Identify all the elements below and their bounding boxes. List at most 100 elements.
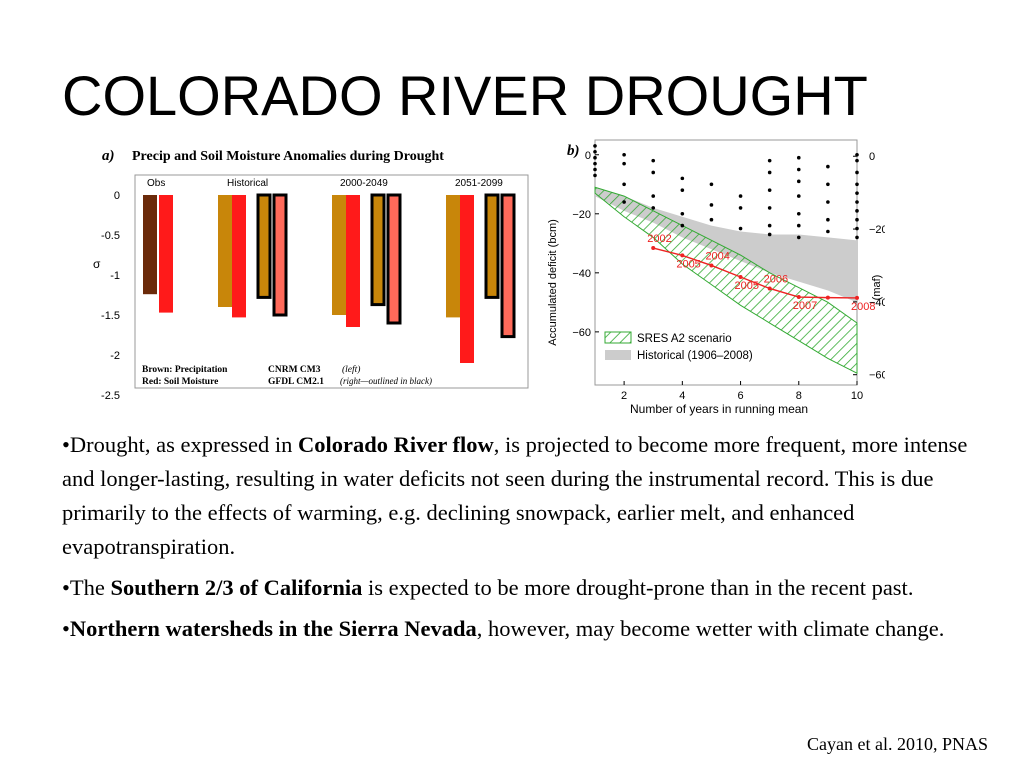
group-label: 2000-2049 [340, 178, 388, 189]
y-tick-label: −20 [572, 209, 591, 221]
scatter-point [855, 158, 859, 163]
historical-point [855, 295, 859, 300]
historical-point [796, 295, 801, 300]
bar [272, 193, 288, 317]
y2-tick-label: −40 [869, 297, 885, 309]
y-tick-label: 0 [114, 190, 120, 202]
legend-swatch [604, 331, 632, 344]
bar [500, 193, 516, 339]
scatter-point [593, 155, 597, 160]
scatter-point [622, 182, 626, 187]
bar [256, 193, 272, 299]
scatter-point [796, 223, 801, 228]
legend-note: (left) [342, 364, 360, 375]
scatter-point [622, 161, 626, 166]
bar [232, 195, 246, 318]
year-label: 2007 [793, 300, 817, 312]
legend-swatch [605, 350, 631, 360]
year-label: 2002 [647, 233, 671, 245]
scatter-point [767, 206, 772, 210]
year-label: 2005 [676, 258, 700, 270]
scatter-point [767, 188, 772, 192]
y-tick-label: -1 [110, 270, 120, 282]
x-tick-label: 6 [737, 390, 743, 402]
scatter-point [855, 235, 859, 240]
slide-title: COLORADO RIVER DROUGHT [62, 64, 868, 127]
panel-label: a) [102, 148, 115, 164]
legend-text: Historical (1906–2008) [637, 350, 753, 362]
scatter-point [826, 164, 830, 169]
scatter-point [651, 158, 656, 163]
group-label: Historical [227, 178, 268, 189]
historical-point [825, 295, 830, 300]
precip-soil-anomaly-chart: a) Precip and Soil Moisture Anomalies dur… [93, 148, 529, 402]
y2-tick-label: 0 [869, 151, 875, 163]
scatter-point [855, 217, 859, 222]
bullet-item: •The Southern 2/3 of California is expec… [62, 575, 914, 600]
group-label: Obs [147, 178, 165, 189]
x-tick-label: 8 [796, 390, 802, 402]
scatter-point [709, 217, 714, 222]
y-tick-label: −40 [572, 268, 591, 280]
scatter-point [709, 182, 714, 187]
bar [446, 195, 460, 318]
bullet-item: •Northern watersheds in the Sierra Nevad… [62, 616, 945, 641]
y-tick-label: -2 [110, 350, 120, 362]
legend-text: GFDL CM2.1 [268, 377, 324, 387]
scatter-point [593, 150, 597, 154]
bullet-list: •Drought, as expressed in Colorado River… [62, 428, 972, 653]
bar [460, 195, 474, 363]
historical-point [738, 274, 743, 279]
scatter-point [796, 194, 801, 198]
legend-note: (right—outlined in black) [340, 376, 432, 386]
legend-text: SRES A2 scenario [637, 333, 732, 345]
scatter-point [593, 167, 597, 172]
bullet-highlight: Southern 2/3 of California [110, 575, 363, 600]
scatter-point [767, 232, 772, 237]
scatter-point [767, 170, 772, 175]
group-label: 2051-2099 [455, 178, 503, 189]
scatter-point [680, 223, 685, 228]
scatter-point [651, 170, 656, 175]
accumulated-deficit-chart: 2002 2005 2004 2005 2006 2007 2008 2 4 6 8 10 0 −20 −4… [547, 139, 885, 416]
panel-label: b) [567, 143, 580, 159]
year-label: 2006 [764, 273, 788, 285]
bullet-item: •Drought, as expressed in Colorado River… [62, 432, 968, 559]
year-label: 2005 [735, 280, 759, 292]
scatter-point [855, 182, 859, 187]
scatter-point [796, 235, 801, 240]
scatter-point [855, 200, 859, 204]
legend-text: CNRM CM3 [268, 365, 321, 375]
scatter-point [738, 226, 743, 231]
scatter-point [622, 200, 626, 204]
scatter-point [651, 194, 656, 198]
scatter-point [855, 191, 859, 195]
y-tick-label: −60 [572, 327, 591, 339]
y2-tick-label: −60 [869, 370, 885, 382]
citation: Cayan et al. 2010, PNAS [807, 734, 988, 754]
year-label: 2004 [705, 250, 729, 262]
y-tick-label: -0.5 [101, 230, 120, 242]
scatter-point [826, 217, 830, 222]
bullet-highlight: Northern watersheds in the Sierra Nevada [69, 616, 477, 641]
scatter-point [855, 152, 859, 157]
historical-point [767, 286, 772, 291]
scatter-point [796, 179, 801, 184]
bar [218, 195, 232, 307]
y-tick-label: 0 [585, 150, 591, 162]
scatter-point [796, 211, 801, 216]
bar [370, 193, 386, 307]
plot-frame [134, 174, 529, 389]
scatter-point [796, 155, 801, 160]
bar [346, 195, 360, 327]
scatter-point [680, 211, 685, 216]
scatter-point [855, 226, 859, 231]
scatter-point [622, 152, 626, 157]
scatter-point [855, 170, 859, 175]
scatter-point [651, 206, 656, 210]
scatter-point [796, 167, 801, 172]
bar [484, 193, 500, 299]
y-axis-label: Accumulated deficit (bcm) [547, 219, 559, 346]
scatter-point [680, 176, 685, 181]
historical-line [653, 247, 858, 299]
